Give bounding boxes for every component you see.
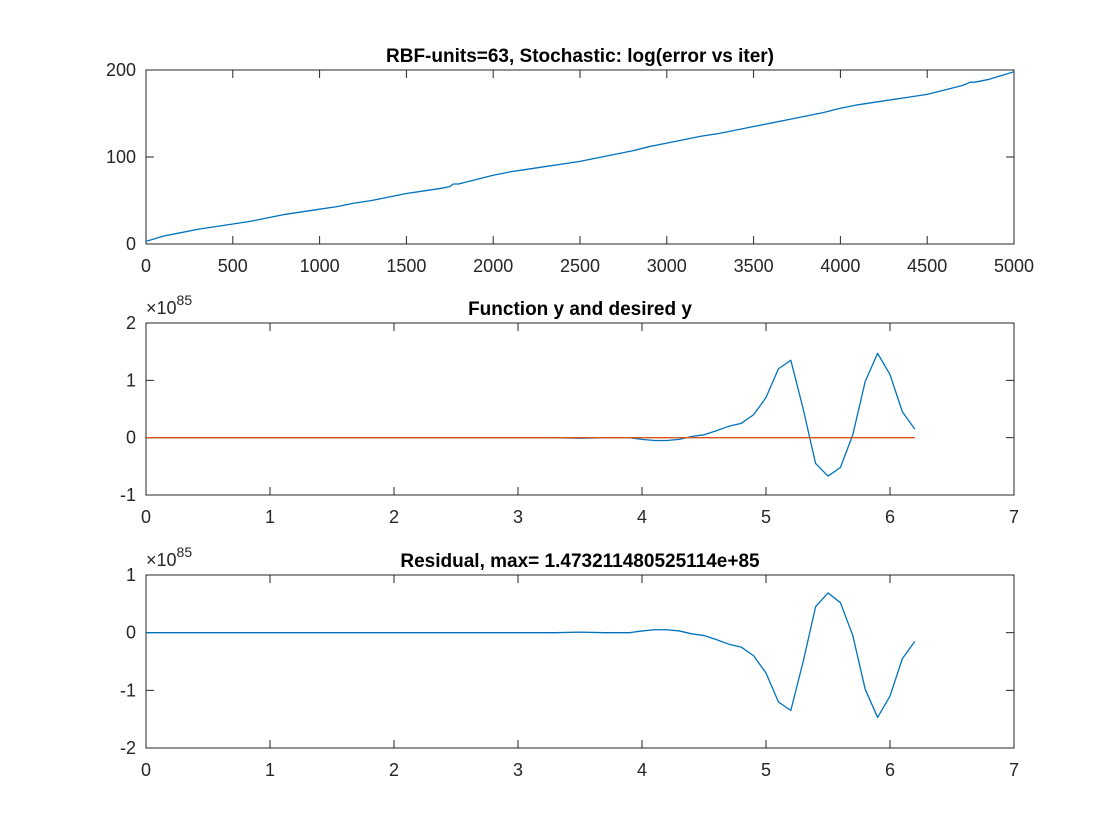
y-tick-label: -1 <box>120 680 136 700</box>
y-tick-label: -2 <box>120 738 136 758</box>
x-tick-label: 6 <box>885 760 895 780</box>
y-tick-label: 1 <box>126 565 136 585</box>
y-tick-label: -1 <box>120 485 136 505</box>
x-tick-label: 3 <box>513 760 523 780</box>
x-tick-label: 4 <box>637 760 647 780</box>
subplot-2: Function y and desired y0 1 2 3 4 5 6 7-1012×10… <box>120 292 1019 527</box>
series-line-1 <box>146 592 916 719</box>
x-tick-label: 2 <box>389 507 399 527</box>
series-line-1 <box>145 71 1015 243</box>
x-tick-label: 1000 <box>300 256 340 276</box>
chart-title: RBF-units=63, Stochastic: log(error vs i… <box>386 46 774 67</box>
x-tick-label: 2 <box>389 760 399 780</box>
x-tick-label: 3 <box>513 507 523 527</box>
x-tick-label: 7 <box>1009 760 1019 780</box>
x-tick-label: 0 <box>141 256 151 276</box>
x-tick-label: 1500 <box>386 256 426 276</box>
y-tick-label: 0 <box>126 234 136 254</box>
x-tick-label: 3000 <box>647 256 687 276</box>
y-tick-label: 100 <box>106 147 136 167</box>
x-tick-label: 5 <box>761 507 771 527</box>
x-tick-label: 2000 <box>473 256 513 276</box>
subplot-3: Residual, max= 1.473211480525114e+85 0 1 2 3… <box>120 544 1019 780</box>
y-tick-label: 0 <box>126 428 136 448</box>
subplot-1: RBF-units=63, Stochastic: log(error vs i… <box>106 46 1034 276</box>
y-tick-label: 0 <box>126 623 136 643</box>
x-tick-label: 500 <box>218 256 248 276</box>
x-tick-label: 4000 <box>820 256 860 276</box>
axes-box <box>145 574 1015 749</box>
x-tick-label: 4500 <box>907 256 947 276</box>
axes-box <box>145 69 1015 245</box>
x-tick-label: 5000 <box>994 256 1034 276</box>
x-tick-label: 1 <box>265 760 275 780</box>
x-tick-label: 4 <box>637 507 647 527</box>
x-tick-label: 6 <box>885 507 895 527</box>
x-tick-label: 0 <box>141 760 151 780</box>
y-exponent-label: ×1085 <box>146 292 192 318</box>
x-tick-label: 3500 <box>734 256 774 276</box>
axes-box <box>145 322 1015 496</box>
chart-title: Function y and desired y <box>468 299 692 320</box>
y-tick-label: 2 <box>126 313 136 333</box>
x-tick-label: 1 <box>265 507 275 527</box>
x-tick-label: 2500 <box>560 256 600 276</box>
y-tick-label: 1 <box>126 370 136 390</box>
x-tick-label: 0 <box>141 507 151 527</box>
y-tick-label: 200 <box>106 60 136 80</box>
x-tick-label: 5 <box>761 760 771 780</box>
chart-title: Residual, max= 1.473211480525114e+85 <box>400 551 760 572</box>
x-tick-label: 7 <box>1009 507 1019 527</box>
y-exponent-label: ×1085 <box>146 544 192 570</box>
